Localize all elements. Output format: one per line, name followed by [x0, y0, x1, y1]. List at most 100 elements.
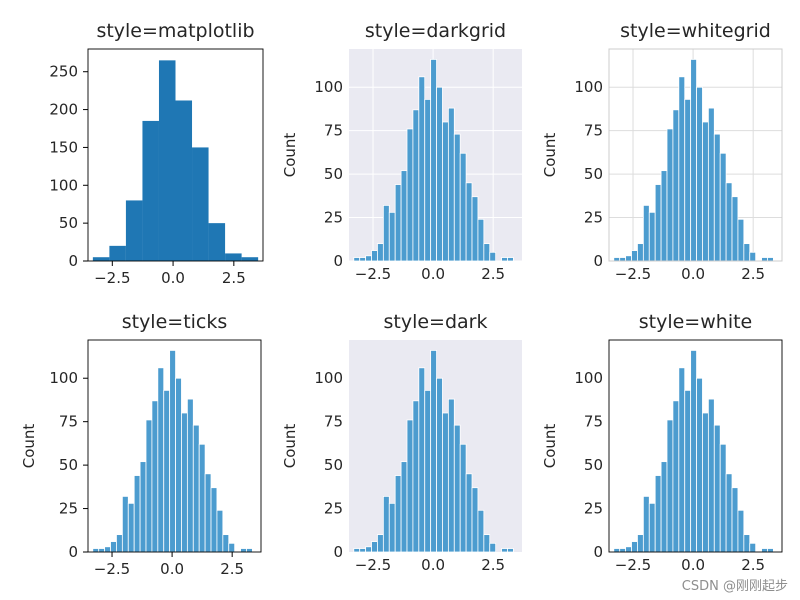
histogram-bar	[725, 473, 733, 553]
y-tick-label: 75	[584, 413, 603, 431]
subplot-matplotlib: −2.5 0.0 2.5 0 50 100 150 200 250 style=matplotli…	[49, 20, 264, 287]
histogram-bar	[690, 59, 697, 262]
histogram-bar	[642, 204, 650, 262]
y-tick-label: 100	[574, 78, 603, 96]
histogram-bar	[377, 243, 384, 262]
histogram-bar	[453, 424, 461, 553]
histogram-bar	[394, 475, 402, 553]
histogram-bar	[110, 541, 117, 553]
subplot-title: style=matplotlib	[96, 20, 254, 42]
y-tick-label: 150	[49, 138, 78, 156]
histogram-bar	[713, 133, 721, 262]
y-tick-label: 100	[49, 176, 78, 194]
y-tick-label: 50	[584, 165, 603, 183]
histogram-bar	[430, 350, 437, 553]
y-tick-label: 25	[59, 500, 78, 518]
histogram-bar	[400, 170, 408, 262]
y-axis-label: Count	[541, 424, 559, 469]
y-tick-label: 0	[593, 543, 603, 561]
histogram-bar	[684, 389, 692, 553]
histogram-bar	[121, 495, 129, 553]
histogram-bar	[619, 548, 627, 553]
histogram-bar	[743, 243, 751, 262]
histogram-bar	[672, 109, 680, 262]
histogram-bar	[654, 475, 662, 553]
histogram-bar	[116, 534, 123, 553]
histogram-bar	[471, 487, 479, 553]
histogram-bar	[163, 389, 171, 553]
histogram-bar	[684, 98, 692, 262]
histogram-bar	[447, 107, 455, 262]
histogram-bar	[613, 257, 621, 262]
histogram-bar	[241, 257, 259, 261]
x-tick-label: −2.5	[615, 265, 651, 283]
x-tick-label: −2.5	[355, 265, 391, 283]
histogram-bar	[489, 251, 497, 262]
histogram-bar	[133, 475, 141, 553]
histogram-bar	[707, 398, 715, 553]
histogram-bar	[483, 243, 491, 262]
histogram-bar	[637, 534, 644, 553]
histogram-bar	[442, 412, 449, 553]
histogram-bar	[412, 400, 420, 553]
histogram-bar	[365, 546, 372, 553]
histogram-bar	[690, 350, 697, 553]
axes-frame	[87, 48, 264, 262]
histogram-bar	[192, 147, 209, 261]
histogram-bar	[459, 152, 467, 262]
histogram-bar	[442, 121, 449, 262]
histogram-bar	[109, 245, 126, 261]
histogram-bar	[631, 541, 638, 553]
histogram-bar	[489, 542, 497, 553]
histogram-bar	[418, 367, 426, 553]
y-tick-label: 25	[324, 209, 343, 227]
y-axis-label: Count	[281, 133, 299, 178]
histogram-bar	[175, 377, 182, 553]
x-tick-label: 2.5	[481, 265, 505, 283]
x-tick-label: −2.5	[94, 269, 130, 287]
histogram-bar	[642, 495, 650, 553]
histogram-bar	[175, 100, 193, 261]
y-tick-label: 0	[68, 543, 78, 561]
histogram-bar	[719, 443, 727, 553]
y-axis-label: Count	[281, 424, 299, 469]
y-tick-label: 0	[333, 252, 343, 270]
histogram-bar	[459, 443, 467, 553]
histogram-bar	[483, 534, 491, 553]
histogram-bar	[388, 211, 396, 262]
histogram-bar	[737, 509, 745, 553]
x-tick-label: 0.0	[421, 265, 445, 283]
axes-frame	[608, 339, 783, 553]
subplot-ticks: −2.5 0.0 2.5 0 25 50 75 100 style=ticks Count	[20, 311, 262, 578]
y-tick-label: 100	[314, 78, 343, 96]
histogram-bar	[365, 255, 372, 262]
histogram-bar	[660, 461, 668, 553]
y-tick-label: 75	[584, 122, 603, 140]
histogram-bar	[353, 257, 361, 262]
histogram-bar	[619, 257, 627, 262]
histogram-bar	[436, 86, 443, 262]
histogram-bar	[418, 76, 426, 262]
histogram-bar	[631, 250, 638, 262]
histogram-bar	[382, 204, 390, 262]
x-tick-label: −2.5	[94, 560, 130, 578]
histogram-bar	[377, 534, 384, 553]
y-tick-label: 250	[49, 63, 78, 81]
x-tick-label: 0.0	[160, 560, 184, 578]
histogram-bar	[204, 473, 212, 553]
y-axis-label: Count	[20, 424, 38, 469]
histogram-bar	[613, 548, 621, 553]
histogram-bar	[713, 424, 721, 553]
histogram-bar	[388, 502, 396, 553]
y-tick-label: 0	[68, 252, 78, 270]
y-tick-label: 75	[324, 122, 343, 140]
histogram-bar	[158, 60, 176, 261]
subplot-title: style=dark	[384, 311, 488, 333]
histogram-bar	[92, 257, 110, 261]
histogram-bar	[707, 107, 715, 262]
histogram-bar	[240, 548, 247, 553]
histogram-bar	[725, 182, 733, 262]
histogram-bar	[139, 461, 147, 553]
histogram-bar	[430, 59, 437, 262]
histogram-bar	[424, 98, 432, 262]
